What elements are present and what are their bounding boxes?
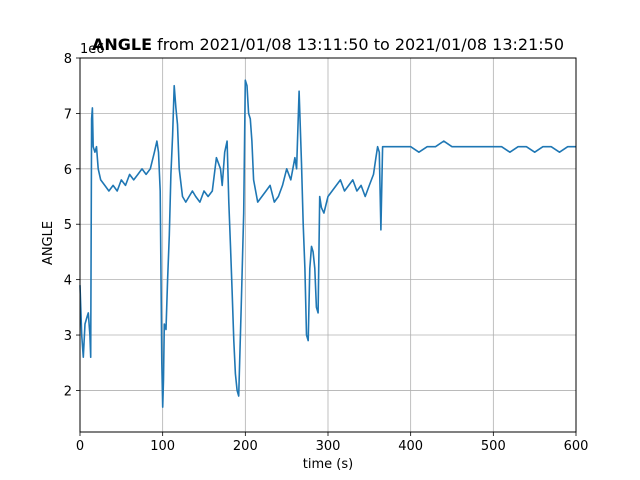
y-tick-label: 4 [64, 274, 72, 289]
chart-title-rest: from 2021/01/08 13:11:50 to 2021/01/08 1… [152, 35, 564, 54]
y-tick-label: 3 [64, 329, 72, 344]
x-tick-label: 100 [150, 439, 175, 454]
y-tick-label: 8 [64, 52, 72, 67]
y-offset-label: 1e6 [80, 42, 105, 57]
y-axis-label: ANGLE [41, 221, 56, 265]
y-tick-label: 6 [64, 163, 72, 178]
x-tick-label: 300 [316, 439, 341, 454]
series-line-angle [79, 79, 576, 408]
series-layer [79, 79, 576, 408]
y-tick-label: 2 [64, 384, 72, 399]
axis-ticks: 0 100 200 300 400 500 600 2 3 4 5 6 7 8 [64, 52, 589, 454]
y-tick-label: 7 [64, 107, 72, 122]
x-tick-label: 200 [233, 439, 258, 454]
grid-lines [79, 57, 577, 432]
chart-title-bold: ANGLE [92, 35, 152, 54]
x-tick-label: 500 [481, 439, 506, 454]
chart-title: ANGLE from 2021/01/08 13:11:50 to 2021/0… [92, 35, 564, 54]
x-axis-label: time (s) [303, 457, 353, 472]
x-tick-label: 0 [76, 439, 84, 454]
x-tick-label: 600 [564, 439, 589, 454]
x-tick-label: 400 [398, 439, 423, 454]
y-tick-label: 5 [64, 218, 72, 233]
